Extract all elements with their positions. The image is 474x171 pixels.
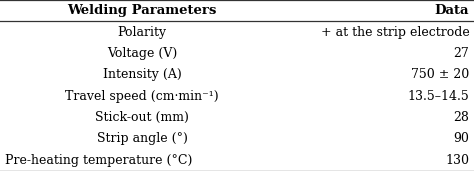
Text: 27: 27 xyxy=(454,47,469,60)
Text: Voltage (V): Voltage (V) xyxy=(107,47,177,60)
Text: Stick-out (mm): Stick-out (mm) xyxy=(95,111,189,124)
Text: Strip angle (°): Strip angle (°) xyxy=(97,132,188,146)
Text: 90: 90 xyxy=(454,132,469,146)
Text: Pre-heating temperature (°C): Pre-heating temperature (°C) xyxy=(5,154,192,167)
Text: Travel speed (cm·min⁻¹): Travel speed (cm·min⁻¹) xyxy=(65,90,219,103)
Text: 28: 28 xyxy=(454,111,469,124)
Text: Welding Parameters: Welding Parameters xyxy=(67,4,217,17)
Text: Intensity (A): Intensity (A) xyxy=(103,68,182,81)
Text: Data: Data xyxy=(435,4,469,17)
Text: Polarity: Polarity xyxy=(118,25,167,39)
Text: + at the strip electrode: + at the strip electrode xyxy=(320,25,469,39)
Text: 750 ± 20: 750 ± 20 xyxy=(411,68,469,81)
Text: 13.5–14.5: 13.5–14.5 xyxy=(408,90,469,103)
Text: 130: 130 xyxy=(445,154,469,167)
